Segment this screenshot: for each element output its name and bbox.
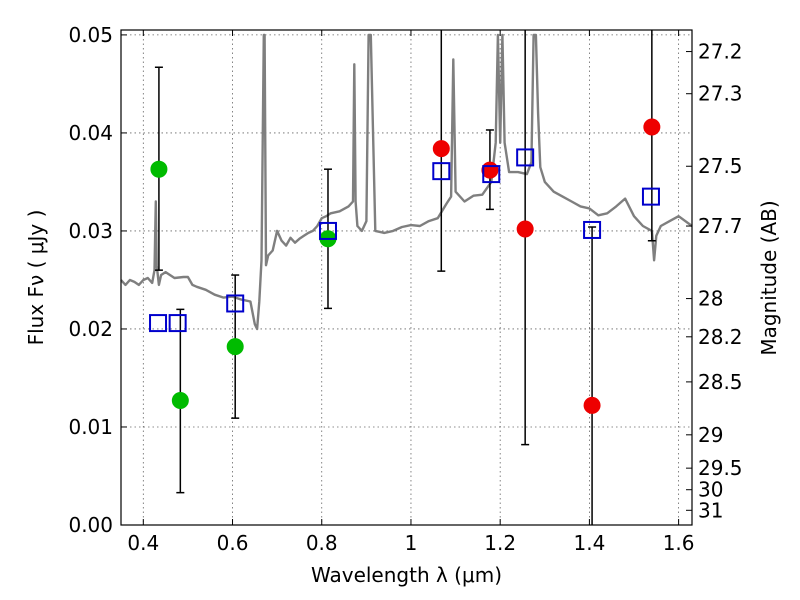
red-points-point	[583, 396, 601, 414]
error-bars	[154, 30, 656, 525]
spectrum-layer	[120, 33, 693, 331]
blue-squares-point	[149, 314, 168, 333]
magnitude-tick-label: 30	[698, 478, 723, 502]
tick-marks	[121, 30, 692, 526]
blue-squares-point	[641, 187, 660, 206]
magnitude-tick-label: 27.3	[698, 82, 743, 106]
y-axis-title: Flux Fν ( μJy )	[24, 210, 48, 346]
red-points-point	[643, 118, 661, 136]
x-axis-title: Wavelength λ (μm)	[311, 563, 502, 587]
blue-squares-point	[226, 294, 245, 313]
blue-squares-point	[583, 220, 602, 239]
green-points-point	[150, 160, 168, 178]
y-tick-labels: 0.00 0.01 0.02 0.03 0.04 0.05	[68, 23, 113, 537]
plot-frame	[120, 29, 693, 526]
y-tick-label: 0.01	[68, 415, 113, 439]
blue-squares-point	[168, 314, 187, 333]
y-tick-label: 0.00	[68, 513, 113, 537]
x-tick-label: 1.6	[663, 531, 695, 555]
x-tick-label: 0.6	[217, 531, 249, 555]
magnitude-tick-label: 27.7	[698, 214, 743, 238]
spectrum-line	[120, 33, 693, 331]
grid	[121, 30, 692, 526]
x-tick-labels: 0.4 0.6 0.8 1 1.2 1.4 1.6	[127, 531, 694, 555]
markers	[149, 118, 661, 414]
green-points-point	[226, 338, 244, 356]
red-points-point	[432, 140, 450, 158]
magnitude-tick-label: 28.5	[698, 370, 743, 394]
x-tick-label: 1.4	[573, 531, 605, 555]
red-points-point	[516, 220, 534, 238]
x-tick-label: 0.4	[127, 531, 159, 555]
x-tick-label: 1.2	[484, 531, 516, 555]
blue-squares-point	[482, 165, 501, 184]
x-tick-label: 0.8	[306, 531, 338, 555]
magnitude-tick-label: 29	[698, 423, 723, 447]
magnitude-tick-label: 27.5	[698, 154, 743, 178]
y-tick-label: 0.05	[68, 23, 113, 47]
y-tick-label: 0.03	[68, 219, 113, 243]
y2-axis-title: Magnitude (AB)	[757, 200, 781, 355]
magnitude-tick-label: 29.5	[698, 456, 743, 480]
blue-squares-point	[318, 221, 337, 240]
blue-squares-point	[432, 162, 451, 181]
magnitude-tick-label: 27.2	[698, 40, 743, 64]
magnitude-tick-label: 28	[698, 287, 723, 311]
blue-squares-point	[516, 148, 535, 167]
magnitude-tick-label: 28.2	[698, 325, 743, 349]
red-points-point	[481, 161, 499, 179]
x-tick-label: 1	[405, 531, 418, 555]
y-tick-label: 0.04	[68, 121, 113, 145]
magnitude-tick-label: 31	[698, 498, 723, 522]
y-tick-label: 0.02	[68, 317, 113, 341]
green-points-point	[171, 392, 189, 410]
